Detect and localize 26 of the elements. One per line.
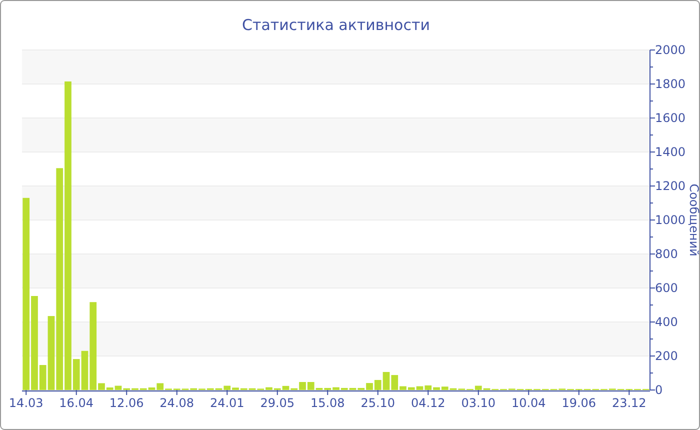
y-tick-label: 2000 — [655, 43, 686, 57]
y-tick-label: 200 — [655, 349, 678, 363]
x-tick-label: 12.06 — [109, 396, 144, 410]
x-tick-label: 14.03 — [8, 396, 44, 410]
y-tick-label: 1800 — [655, 77, 686, 91]
y-tick-label: 1400 — [655, 145, 686, 159]
y-axis-title: Сообщений — [687, 184, 700, 256]
x-tick-label: 03.10 — [461, 396, 496, 410]
x-tick-label: 24.01 — [210, 396, 244, 410]
y-tick-label: 800 — [655, 247, 678, 261]
y-tick-label: 600 — [655, 281, 678, 295]
x-tick-label: 23.12 — [612, 396, 646, 410]
y-tick-label: 0 — [655, 383, 663, 397]
x-tick-label: 10.04 — [511, 396, 546, 410]
y-tick-label: 1600 — [655, 111, 686, 125]
y-tick-label: 1200 — [655, 179, 686, 193]
y-tick-label: 1000 — [655, 213, 686, 227]
x-tick-label: 25.10 — [360, 396, 396, 410]
x-tick-label: 04.12 — [410, 396, 446, 410]
x-tick-label: 15.08 — [310, 396, 345, 410]
y-tick-label: 400 — [655, 315, 678, 329]
x-tick-label: 16.04 — [59, 396, 94, 410]
chart-title: Статистика активности — [242, 16, 430, 34]
x-tick-label: 29.05 — [260, 396, 295, 410]
x-tick-label: 19.06 — [562, 396, 596, 410]
x-tick-label: 24.08 — [160, 396, 194, 410]
